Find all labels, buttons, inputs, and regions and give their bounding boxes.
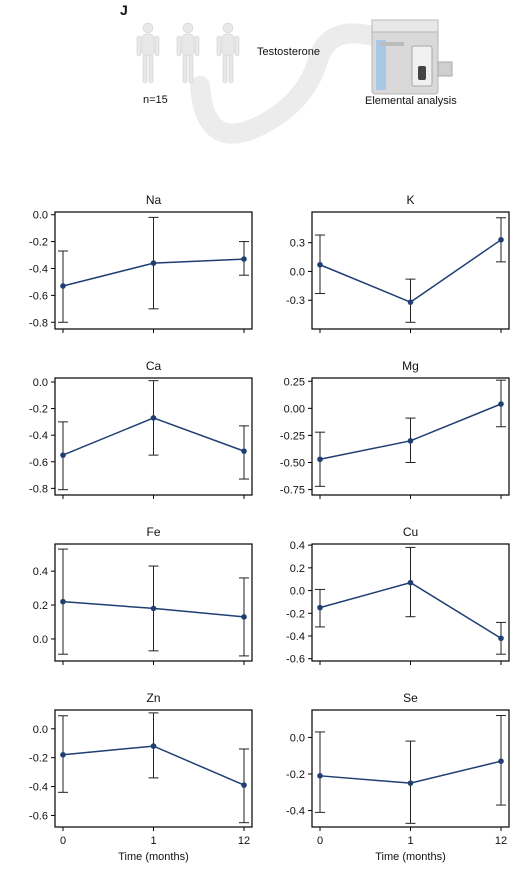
data-point	[407, 299, 414, 305]
data-point	[150, 605, 157, 612]
data-point	[241, 256, 247, 262]
chart-mg: Mg 0.25 0.00 -0.25 -0.50 -0.75	[280, 359, 510, 499]
y-tick-label: 0.4	[33, 566, 48, 578]
chart-title: Mg	[402, 359, 419, 373]
data-point	[317, 773, 323, 779]
y-tick-label: 0.0	[290, 586, 305, 598]
data-point	[498, 758, 504, 764]
y-tick-label: 0.0	[33, 210, 48, 222]
y-tick-label: 0.25	[284, 376, 305, 388]
chart-title: Ca	[146, 359, 162, 373]
data-point	[60, 598, 66, 605]
data-point	[407, 438, 414, 444]
y-tick-label: -0.4	[29, 430, 48, 442]
study-schematic: J n=15 Testosterone	[120, 2, 457, 144]
chart-ca: Ca 0.0 -0.2 -0.4 -0.6 -0.8	[29, 359, 253, 499]
y-tick-label: -0.2	[29, 237, 48, 249]
y-tick-label: 0.3	[290, 238, 305, 250]
chart-title: Na	[146, 193, 162, 207]
y-tick-label: -0.6	[29, 810, 48, 822]
x-tick-label: 12	[495, 835, 507, 847]
treatment-label: Testosterone	[257, 46, 320, 58]
chart-title: Fe	[146, 525, 160, 539]
y-tick-label: 0.4	[290, 540, 305, 552]
data-point	[241, 614, 247, 620]
chart-k: K 0.3 0.0 -0.3	[286, 193, 510, 333]
y-tick-label: 0.0	[290, 732, 305, 744]
human-figure-icon	[136, 22, 240, 84]
y-tick-label: -0.4	[29, 263, 48, 275]
data-point	[241, 782, 247, 788]
y-tick-label: -0.4	[286, 806, 305, 818]
data-point	[407, 780, 414, 786]
data-point	[241, 448, 247, 454]
data-point	[150, 415, 157, 421]
y-tick-label: -0.6	[286, 654, 305, 666]
y-tick-label: 0.0	[33, 377, 48, 389]
data-point	[317, 604, 323, 611]
data-point	[317, 456, 323, 463]
y-tick-label: 0.2	[33, 600, 48, 612]
y-tick-label: -0.3	[286, 295, 305, 307]
x-axis-label: Time (months)	[118, 851, 189, 863]
data-point	[150, 743, 157, 749]
y-tick-label: 0.2	[290, 563, 305, 575]
analysis-label: Elemental analysis	[365, 95, 457, 107]
data-point	[60, 452, 66, 458]
x-tick-label: 0	[60, 835, 66, 847]
x-tick-label: 1	[150, 835, 156, 847]
data-point	[498, 401, 504, 407]
chart-cu: Cu 0.4 0.2 0.0 -0.2 -0.4 -0.6	[286, 525, 510, 666]
data-point	[317, 261, 323, 268]
x-axis-label: Time (months)	[375, 851, 446, 863]
y-tick-label: -0.4	[29, 782, 48, 794]
data-point	[407, 579, 414, 586]
chart-title: Se	[403, 691, 418, 705]
panel-j-letter: J	[120, 2, 128, 18]
chart-title: K	[406, 193, 414, 207]
chart-fe: Fe 0.4 0.2 0.0	[33, 525, 253, 665]
chart-zn: Zn 0.0 -0.2 -0.4 -0.6 0 1 12 Time (months)	[29, 691, 253, 863]
y-tick-label: -0.8	[29, 317, 48, 329]
data-point	[498, 237, 504, 243]
chart-na: Na 0.0 -0.2 -0.4 -0.6 -0.8	[29, 193, 253, 333]
y-tick-label: -0.2	[286, 769, 305, 781]
y-tick-label: -0.75	[280, 485, 305, 497]
chart-title: Zn	[146, 691, 160, 705]
y-tick-label: -0.2	[286, 608, 305, 620]
chart-title: Cu	[403, 525, 418, 539]
analyzer-instrument-icon	[371, 19, 453, 95]
chart-se: Se 0.0 -0.2 -0.4 0 1 12 Time (months)	[286, 691, 510, 863]
x-tick-label: 12	[238, 835, 250, 847]
y-tick-label: -0.8	[29, 483, 48, 495]
data-point	[60, 283, 66, 289]
y-tick-label: 0.0	[33, 724, 48, 736]
x-tick-label: 0	[317, 835, 323, 847]
y-tick-label: -0.25	[280, 430, 305, 442]
y-tick-label: 0.00	[284, 403, 305, 415]
data-point	[150, 260, 157, 266]
y-tick-label: -0.50	[280, 458, 305, 470]
y-tick-label: -0.6	[29, 457, 48, 469]
x-tick-label: 1	[407, 835, 413, 847]
cohort-label: n=15	[143, 94, 168, 106]
flow-curve	[190, 23, 395, 144]
data-point	[498, 635, 504, 642]
y-tick-label: 0.0	[290, 266, 305, 278]
error-bar	[315, 731, 325, 813]
y-tick-label: 0.0	[33, 634, 48, 646]
y-tick-label: -0.2	[29, 753, 48, 765]
y-tick-label: -0.2	[29, 404, 48, 416]
y-tick-label: -0.6	[29, 290, 48, 302]
data-point	[60, 751, 66, 758]
y-tick-label: -0.4	[286, 631, 305, 643]
